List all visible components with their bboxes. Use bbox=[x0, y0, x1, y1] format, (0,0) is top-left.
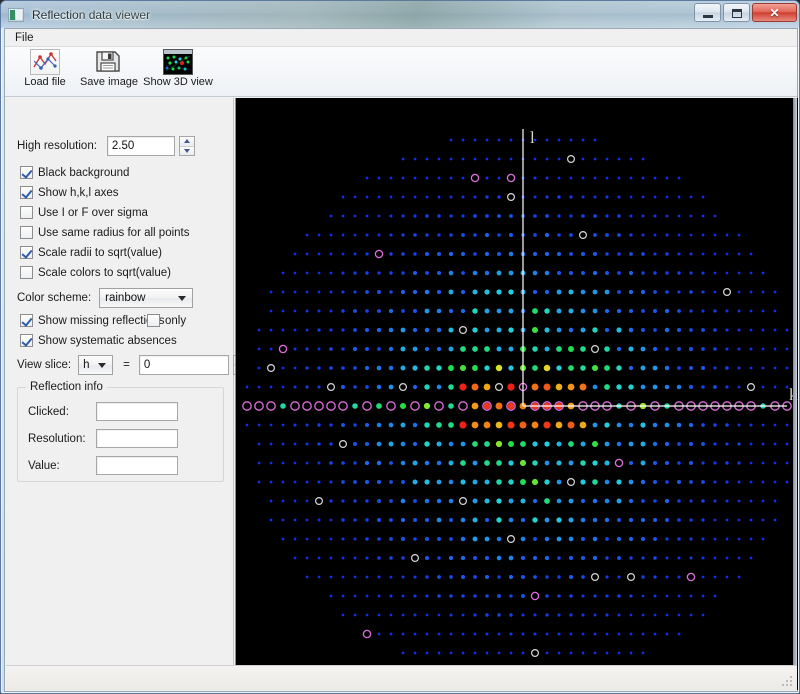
checkbox-box bbox=[20, 226, 33, 239]
lattice-canvas[interactable]: lk bbox=[236, 121, 799, 690]
view-slice-label: View slice: bbox=[17, 359, 72, 371]
client-area: File Load file bbox=[4, 28, 798, 692]
controls-panel: High resolution: 2.50 Black background S… bbox=[6, 98, 249, 690]
checkbox-show-missing-reflections[interactable]: Show missing reflections bbox=[20, 314, 165, 327]
checkbox-box bbox=[20, 206, 33, 219]
svg-text:l: l bbox=[530, 128, 535, 147]
checkbox-label: Scale colors to sqrt(value) bbox=[38, 266, 171, 279]
checkbox-label: Show missing reflections bbox=[38, 314, 165, 327]
checkbox-box bbox=[20, 186, 33, 199]
reflection-info-title: Reflection info bbox=[26, 381, 107, 393]
checkbox-box bbox=[20, 314, 33, 327]
panel-divider bbox=[793, 98, 797, 690]
checkbox-box bbox=[147, 314, 160, 327]
resize-grip-icon[interactable] bbox=[782, 676, 794, 688]
high-resolution-input[interactable]: 2.50 bbox=[106, 136, 175, 156]
minimize-button[interactable] bbox=[694, 3, 721, 22]
resolution-label: Resolution: bbox=[28, 432, 86, 445]
checkbox-scale-colors[interactable]: Scale colors to sqrt(value) bbox=[20, 266, 171, 279]
view-slice-equals: = bbox=[123, 359, 130, 371]
reflection-info-clicked-row: Clicked: bbox=[28, 402, 178, 421]
checkbox-label: Black background bbox=[38, 166, 130, 179]
checkbox-box bbox=[20, 334, 33, 347]
checkbox-label: Use same radius for all points bbox=[38, 226, 190, 239]
show-3d-view-label: Show 3D view bbox=[143, 76, 213, 88]
color-scheme-label: Color scheme: bbox=[17, 292, 92, 304]
checkbox-label: Scale radii to sqrt(value) bbox=[38, 246, 162, 259]
resolution-input[interactable] bbox=[96, 429, 178, 448]
load-file-label: Load file bbox=[24, 76, 66, 88]
checkbox-box bbox=[20, 166, 33, 179]
color-scheme-select[interactable]: rainbow bbox=[99, 288, 194, 308]
status-bar bbox=[6, 665, 797, 690]
window-title: Reflection data viewer bbox=[32, 7, 151, 22]
reflection-info-value-row: Value: bbox=[28, 456, 178, 475]
close-button[interactable]: ✕ bbox=[752, 3, 797, 22]
value-input[interactable] bbox=[96, 456, 178, 475]
clicked-input[interactable] bbox=[96, 402, 178, 421]
high-resolution-row: High resolution: 2.50 bbox=[17, 136, 195, 156]
menu-bar: File bbox=[5, 29, 797, 47]
checkbox-box bbox=[20, 246, 33, 259]
maximize-button[interactable] bbox=[723, 3, 750, 22]
view-slice-axis-select[interactable]: h bbox=[78, 355, 114, 375]
scatter-plot-icon bbox=[30, 49, 60, 75]
floppy-disk-icon bbox=[94, 49, 124, 75]
color-scheme-row: Color scheme: rainbow bbox=[17, 288, 194, 308]
checkbox-show-hkl-axes[interactable]: Show h,k,l axes bbox=[20, 186, 119, 199]
title-bar: Reflection data viewer ✕ bbox=[1, 1, 799, 28]
checkbox-label: Show systematic absences bbox=[38, 334, 177, 347]
show-3d-view-button[interactable]: Show 3D view bbox=[141, 49, 215, 88]
toolbar: Load file Save image bbox=[5, 47, 797, 97]
reflection-plot-panel[interactable]: lk bbox=[235, 98, 798, 690]
load-file-button[interactable]: Load file bbox=[13, 49, 77, 88]
value-label: Value: bbox=[28, 459, 60, 472]
high-resolution-label: High resolution: bbox=[17, 140, 97, 152]
reciprocal-lattice-plot[interactable]: lk bbox=[236, 121, 798, 690]
checkbox-show-systematic-absences[interactable]: Show systematic absences bbox=[20, 334, 177, 347]
high-resolution-stepper[interactable] bbox=[178, 136, 195, 156]
chevron-down-icon bbox=[98, 362, 107, 368]
reciprocal-lattice-icon bbox=[163, 49, 193, 75]
checkbox-use-i-or-f-over-sigma[interactable]: Use I or F over sigma bbox=[20, 206, 148, 219]
app-icon bbox=[8, 7, 24, 22]
view-slice-row: View slice: h = 0 bbox=[17, 355, 249, 375]
reflection-info-resolution-row: Resolution: bbox=[28, 429, 178, 448]
clicked-label: Clicked: bbox=[28, 405, 69, 418]
color-scheme-value: rainbow bbox=[105, 292, 146, 304]
plot-top-margin bbox=[236, 98, 798, 121]
view-slice-input[interactable]: 0 bbox=[138, 355, 229, 375]
checkbox-label: only bbox=[165, 314, 187, 327]
checkbox-label: Show h,k,l axes bbox=[38, 186, 119, 199]
menu-item-file[interactable]: File bbox=[15, 32, 34, 44]
checkbox-use-same-radius[interactable]: Use same radius for all points bbox=[20, 226, 189, 239]
save-image-button[interactable]: Save image bbox=[77, 49, 141, 88]
checkbox-scale-radii[interactable]: Scale radii to sqrt(value) bbox=[20, 246, 162, 259]
checkbox-missing-only[interactable]: only bbox=[147, 314, 186, 327]
checkbox-black-background[interactable]: Black background bbox=[20, 166, 129, 179]
checkbox-label: Use I or F over sigma bbox=[38, 206, 148, 219]
checkbox-box bbox=[20, 266, 33, 279]
window-controls: ✕ bbox=[694, 3, 797, 22]
chevron-down-icon bbox=[178, 295, 187, 301]
view-slice-axis-value: h bbox=[83, 359, 90, 371]
reflection-info-group: Reflection info Clicked: Resolution: Val… bbox=[17, 381, 224, 482]
close-icon: ✕ bbox=[769, 5, 780, 20]
save-image-label: Save image bbox=[79, 76, 139, 88]
